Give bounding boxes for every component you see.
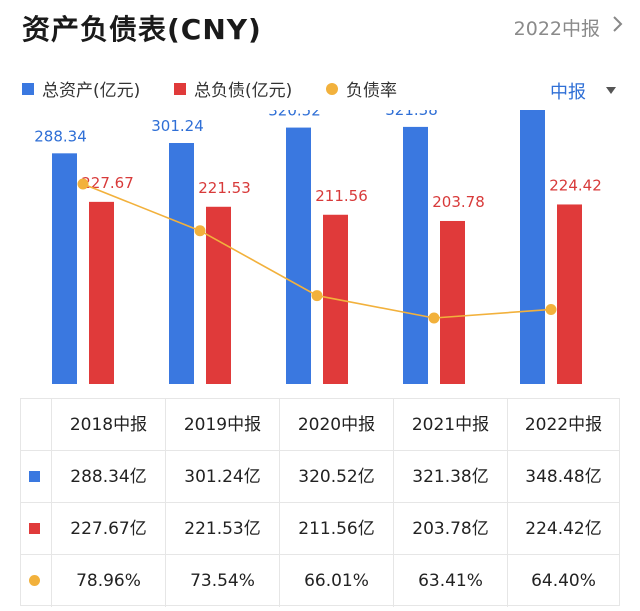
table-cell: 321.38亿 [393, 451, 507, 503]
table-key-cell [21, 399, 51, 451]
legend-swatch-debt-ratio [326, 82, 338, 95]
table-header-cell: 2018中报 [51, 399, 165, 451]
liability-data-label: 211.56 [315, 187, 368, 205]
table-cell: 63.41% [393, 555, 507, 607]
legend-item-debt-ratio: 负债率 [326, 76, 397, 101]
table-cell: 211.56亿 [279, 503, 393, 555]
period-label[interactable]: 2022中报 [513, 18, 600, 40]
table-cell: 78.96% [51, 555, 165, 607]
debt-ratio-point [311, 290, 323, 302]
table-header-cell: 2020中报 [279, 399, 393, 451]
legend-swatch-liabilities [174, 82, 186, 95]
legend-label-debt-ratio: 负债率 [346, 81, 397, 101]
header: 资产负债表(CNY) 2022中报 [0, 0, 640, 56]
liability-bar [206, 206, 231, 384]
table-header-cell: 2019中报 [165, 399, 279, 451]
liability-data-label: 203.78 [432, 193, 485, 211]
table-cell: 348.48亿 [507, 451, 619, 503]
legend-item-liabilities: 总负债(亿元) [174, 76, 292, 101]
data-table: 2018中报 2019中报 2020中报 2021中报 2022中报 288.3… [20, 398, 620, 607]
table-key-cell [21, 503, 51, 555]
liability-data-label: 224.42 [549, 176, 602, 194]
table-cell: 221.53亿 [165, 503, 279, 555]
debt-ratio-point [194, 225, 206, 237]
debt-ratio-key-dot [29, 575, 40, 586]
table-row-assets: 288.34亿 301.24亿 320.52亿 321.38亿 348.48亿 [21, 451, 619, 503]
assets-key-square [29, 471, 40, 482]
period-selector-label[interactable]: 中报 [550, 82, 586, 103]
table-cell: 301.24亿 [165, 451, 279, 503]
liability-bar [557, 204, 582, 384]
table-cell: 320.52亿 [279, 451, 393, 503]
table-cell: 288.34亿 [51, 451, 165, 503]
table-cell: 73.54% [165, 555, 279, 607]
debt-ratio-point [545, 303, 557, 315]
table-key-cell [21, 555, 51, 607]
liability-bar [440, 220, 465, 384]
asset-data-label: 320.52 [268, 110, 321, 120]
table-header-row: 2018中报 2019中报 2020中报 2021中报 2022中报 [21, 399, 619, 451]
chart-plot: 288.34 227.67 301.24 221.53 320.52 211.56 321.… [34, 110, 602, 385]
debt-ratio-point [428, 312, 440, 324]
table-row-debt-ratio: 78.96% 73.54% 66.01% 63.41% 64.40% [21, 555, 619, 607]
liability-data-label: 221.53 [198, 179, 251, 197]
debt-ratio-point [77, 178, 89, 190]
page-title: 资产负债表(CNY) [22, 13, 262, 46]
asset-data-label: 321.38 [385, 110, 438, 119]
dropdown-arrow-icon[interactable] [606, 87, 616, 95]
asset-bar [52, 153, 77, 384]
chart-legend: 总资产(亿元) 总负债(亿元) 负债率 [22, 76, 622, 104]
table-cell: 227.67亿 [51, 503, 165, 555]
liability-bar [89, 201, 114, 384]
asset-data-label: 301.24 [151, 117, 204, 135]
asset-bar [403, 126, 428, 384]
table-cell: 66.01% [279, 555, 393, 607]
table-cell: 64.40% [507, 555, 619, 607]
table-cell: 224.42亿 [507, 503, 619, 555]
table-header-cell: 2021中报 [393, 399, 507, 451]
legend-swatch-assets [22, 82, 34, 95]
period-selector[interactable]: 中报 [550, 78, 616, 104]
chevron-right-icon[interactable] [608, 12, 626, 36]
table-cell: 203.78亿 [393, 503, 507, 555]
asset-bar [520, 110, 545, 384]
liabilities-key-square [29, 523, 40, 534]
liability-data-label: 227.67 [81, 174, 134, 192]
asset-bar [169, 143, 194, 384]
table-header-cell: 2022中报 [507, 399, 619, 451]
table-key-cell [21, 451, 51, 503]
table-row-liabilities: 227.67亿 221.53亿 211.56亿 203.78亿 224.42亿 [21, 503, 619, 555]
legend-label-liabilities: 总负债(亿元) [194, 81, 293, 101]
asset-bar [286, 127, 311, 385]
legend-label-assets: 总资产(亿元) [42, 81, 141, 101]
legend-item-assets: 总资产(亿元) [22, 76, 140, 101]
asset-data-label: 288.34 [34, 127, 87, 145]
